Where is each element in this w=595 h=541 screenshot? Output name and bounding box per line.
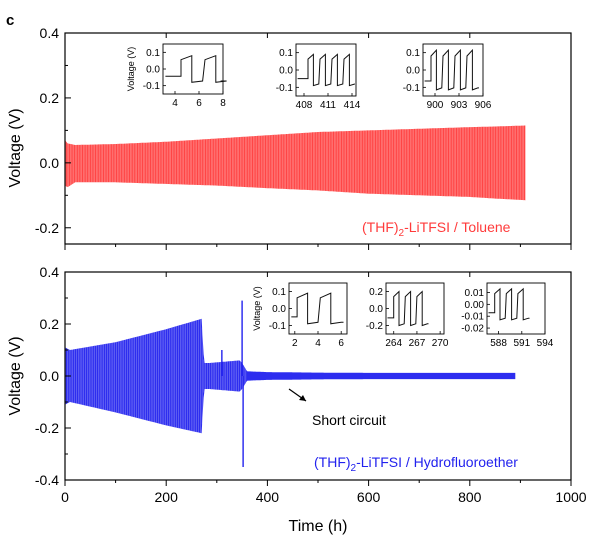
inset-y-tick-label: 0.2 xyxy=(369,287,383,298)
inset-x-tick-label: 8 xyxy=(220,98,226,109)
bottom-axes: -0.4 -0.2 0.0 0.2 0.4 0 200 400 600 800 1000 xyxy=(35,264,587,505)
bottom-legend-annotation: (THF)2-LiTFSI / Hydrofluoroether xyxy=(314,454,518,474)
inset-x-tick-label: 594 xyxy=(537,338,554,349)
bottom-panel: -0.4 -0.2 0.0 0.2 0.4 0 200 400 600 800 1000 Volta… xyxy=(7,264,587,505)
inset-y-tick-label: 0.1 xyxy=(272,287,286,298)
inset-frame xyxy=(385,282,445,335)
voltage-envelope xyxy=(65,318,516,434)
inset-y-tick-label: -0.1 xyxy=(269,321,287,332)
top-plot-series xyxy=(65,125,526,201)
inset-x-tick-label: 6 xyxy=(196,98,202,109)
bottom-y-axis-label: Voltage (V) xyxy=(7,336,24,415)
inset-x-tick-label: 264 xyxy=(385,338,402,349)
x-tick-label: 1000 xyxy=(555,489,586,505)
inset-y-tick-label: 0.0 xyxy=(146,65,160,76)
inset-y-tick-label: -0.2 xyxy=(366,321,384,332)
inset-y-tick-label: -0.01 xyxy=(461,312,484,323)
inset-x-tick-label: 4 xyxy=(315,338,321,349)
voltage-envelope xyxy=(65,125,526,201)
inset-x-tick-label: 414 xyxy=(344,100,361,111)
inset-trace xyxy=(297,53,355,87)
y-tick-label: 0.2 xyxy=(40,316,60,332)
inset-y-tick-label: 0.1 xyxy=(279,48,293,59)
inset-x-tick-label: 6 xyxy=(338,338,344,349)
inset-y-tick-label: -0.02 xyxy=(461,324,484,335)
inset-x-tick-label: 411 xyxy=(320,100,336,111)
inset-y-tick-label: 0.1 xyxy=(406,48,420,59)
x-axis-label: Time (h) xyxy=(289,518,348,535)
y-tick-label: 0.0 xyxy=(40,368,60,384)
y-tick-label: 0.4 xyxy=(40,25,60,41)
inset-y-label: Voltage (V) xyxy=(126,47,136,92)
inset-y-tick-label: 0.0 xyxy=(272,304,286,315)
inset-x-tick-label: 591 xyxy=(513,338,530,349)
inset-x-tick-label: 588 xyxy=(490,338,507,349)
bottom-plot-series xyxy=(65,300,516,467)
inset-plot: 0.1 0.0 -0.1 4 6 8 Voltage (V) xyxy=(126,43,227,109)
x-tick-label: 600 xyxy=(357,489,381,505)
inset-plot: 0.1 0.0 -0.1 900 903 906 xyxy=(403,43,492,111)
panel-label: c xyxy=(6,12,14,29)
inset-y-tick-label: -0.1 xyxy=(276,83,294,94)
inset-trace xyxy=(387,290,429,327)
inset-x-tick-label: 267 xyxy=(409,338,426,349)
inset-x-tick-label: 906 xyxy=(475,100,492,111)
inset-y-tick-label: 0.00 xyxy=(465,300,485,311)
y-tick-label: -0.2 xyxy=(35,420,59,436)
y-tick-label: 0.4 xyxy=(40,264,60,280)
x-tick-label: 200 xyxy=(155,489,179,505)
inset-y-label: Voltage (V) xyxy=(252,286,262,331)
inset-trace xyxy=(291,292,344,325)
inset-trace xyxy=(424,48,479,91)
inset-trace xyxy=(165,54,227,83)
inset-x-tick-label: 270 xyxy=(432,338,449,349)
inset-trace xyxy=(488,287,530,321)
inset-y-tick-label: 0.0 xyxy=(406,66,420,77)
inset-frame xyxy=(288,282,348,335)
y-tick-label: 0.0 xyxy=(40,155,60,171)
inset-y-tick-label: 0.0 xyxy=(369,304,383,315)
inset-plot: 0.010.00-0.01-0.02 588 591 594 xyxy=(461,282,554,349)
inset-x-tick-label: 900 xyxy=(427,100,444,111)
inset-frame xyxy=(295,43,357,97)
inset-frame xyxy=(162,43,224,95)
x-tick-label: 400 xyxy=(256,489,280,505)
inset-x-tick-label: 4 xyxy=(172,98,178,109)
x-tick-label: 800 xyxy=(458,489,482,505)
short-circuit-arrow-head xyxy=(299,395,306,401)
top-y-axis-label: Voltage (V) xyxy=(7,108,24,187)
inset-y-tick-label: 0.1 xyxy=(146,48,160,59)
inset-y-tick-label: -0.1 xyxy=(403,83,421,94)
inset-x-tick-label: 408 xyxy=(296,100,313,111)
top-panel: -0.2 0.0 0.2 0.4 Voltage (V) (THF)2-LiTFSI … xyxy=(7,25,572,250)
top-legend-annotation: (THF)2-LiTFSI / Toluene xyxy=(362,219,511,239)
top-axes: -0.2 0.0 0.2 0.4 xyxy=(35,25,572,250)
inset-y-tick-label: -0.1 xyxy=(143,81,161,92)
short-circuit-label: Short circuit xyxy=(312,412,386,428)
inset-frame xyxy=(486,282,546,335)
y-tick-label: 0.2 xyxy=(40,90,60,106)
inset-y-tick-label: 0.01 xyxy=(465,288,485,299)
inset-plot: 0.1 0.0 -0.1 2 4 6 Voltage (V) xyxy=(252,282,348,349)
y-tick-label: -0.4 xyxy=(35,472,59,488)
inset-y-tick-label: 0.0 xyxy=(279,66,293,77)
y-tick-label: -0.2 xyxy=(35,220,59,236)
inset-x-tick-label: 2 xyxy=(292,338,298,349)
x-tick-label: 0 xyxy=(61,489,69,505)
inset-x-tick-label: 903 xyxy=(451,100,468,111)
